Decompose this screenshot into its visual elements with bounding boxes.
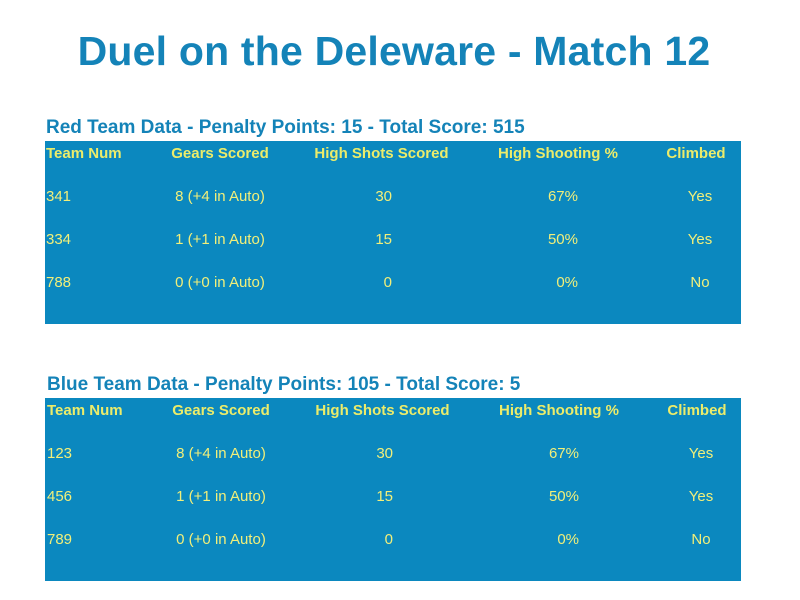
cell-gears-scored: 8 (+4 in Auto) bbox=[175, 188, 265, 205]
cell-high-shots-scored: 15 bbox=[375, 231, 392, 248]
cell-climbed: Yes bbox=[688, 488, 714, 505]
header-team-num: Team Num bbox=[46, 145, 122, 162]
cell-team-num: 788 bbox=[46, 274, 72, 291]
cell-team-num: 341 bbox=[46, 188, 72, 205]
cell-high-shooting-pct: 50% bbox=[547, 231, 578, 248]
cell-climbed: Yes bbox=[688, 445, 714, 462]
cell-high-shooting-pct: 67% bbox=[547, 188, 578, 205]
header-climbed: Climbed bbox=[666, 145, 726, 162]
red-team-heading: Red Team Data - Penalty Points: 15 - Tot… bbox=[46, 117, 525, 138]
header-high-shooting-pct: High Shooting % bbox=[499, 402, 619, 419]
cell-high-shooting-pct: 0% bbox=[557, 531, 579, 548]
header-high-shots-scored: High Shots Scored bbox=[315, 402, 450, 419]
cell-climbed: Yes bbox=[687, 231, 713, 248]
cell-climbed: No bbox=[691, 531, 711, 548]
header-gears-scored: Gears Scored bbox=[171, 145, 269, 162]
cell-climbed: Yes bbox=[687, 188, 713, 205]
cell-team-num: 789 bbox=[47, 531, 73, 548]
cell-high-shots-scored: 15 bbox=[376, 488, 393, 505]
header-team-num: Team Num bbox=[47, 402, 123, 419]
cell-high-shots-scored: 30 bbox=[376, 445, 393, 462]
header-high-shots-scored: High Shots Scored bbox=[314, 145, 449, 162]
cell-gears-scored: 0 (+0 in Auto) bbox=[175, 274, 265, 291]
blue-team-table: Team Num Gears Scored High Shots Scored … bbox=[45, 398, 741, 581]
cell-gears-scored: 1 (+1 in Auto) bbox=[175, 231, 265, 248]
cell-team-num: 123 bbox=[47, 445, 73, 462]
cell-gears-scored: 0 (+0 in Auto) bbox=[176, 531, 266, 548]
header-gears-scored: Gears Scored bbox=[172, 402, 270, 419]
cell-gears-scored: 1 (+1 in Auto) bbox=[176, 488, 266, 505]
cell-team-num: 334 bbox=[46, 231, 72, 248]
cell-high-shots-scored: 0 bbox=[383, 274, 392, 291]
cell-high-shooting-pct: 67% bbox=[548, 445, 579, 462]
header-high-shooting-pct: High Shooting % bbox=[498, 145, 618, 162]
page-title: Duel on the Deleware - Match 12 bbox=[77, 28, 711, 74]
header-climbed: Climbed bbox=[667, 402, 727, 419]
cell-team-num: 456 bbox=[47, 488, 73, 505]
blue-team-heading: Blue Team Data - Penalty Points: 105 - T… bbox=[47, 374, 521, 395]
cell-high-shooting-pct: 50% bbox=[548, 488, 579, 505]
cell-high-shots-scored: 30 bbox=[375, 188, 392, 205]
cell-high-shots-scored: 0 bbox=[384, 531, 393, 548]
red-team-table: Team Num Gears Scored High Shots Scored … bbox=[45, 141, 741, 324]
cell-high-shooting-pct: 0% bbox=[556, 274, 578, 291]
cell-gears-scored: 8 (+4 in Auto) bbox=[176, 445, 266, 462]
cell-climbed: No bbox=[690, 274, 710, 291]
